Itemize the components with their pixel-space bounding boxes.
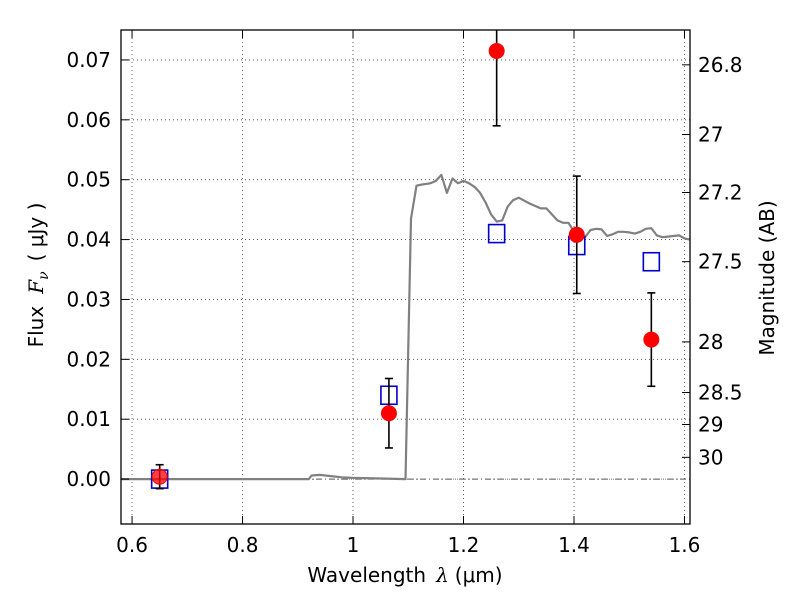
y-tick-label: 0.06 [66, 108, 111, 132]
x-tick-label: 0.8 [227, 533, 259, 557]
x-axis-title: Wavelength λ (μm) [307, 563, 502, 587]
y-axis-title-subscript: ν [36, 271, 52, 280]
observed-point [380, 377, 397, 449]
mag-tick-label: 28 [698, 330, 723, 354]
y-tick-label: 0.02 [66, 347, 111, 371]
mag-tick-label: 27 [698, 123, 723, 147]
x-tick-label: 1 [347, 533, 360, 557]
y-tick-label: 0.07 [66, 48, 111, 72]
y-axis-title-prefix: Flux [24, 306, 48, 348]
observed-point [643, 292, 660, 388]
observed-point [151, 463, 168, 490]
x-tick-label: 0.6 [116, 533, 148, 557]
x-tick-label: 1.4 [558, 533, 590, 557]
model-point-square [487, 223, 506, 244]
x-axis-title-symbol: λ [435, 563, 449, 587]
data-series [121, 30, 691, 490]
y-axis-title-symbol: F [24, 279, 48, 295]
observed-point [488, 30, 505, 127]
y-tick-label: 0.04 [66, 228, 111, 252]
y-tick-label: 0.00 [66, 467, 111, 491]
model-point-square [642, 251, 661, 272]
template-spectrum-line [121, 173, 691, 481]
y-tick-label: 0.03 [66, 287, 111, 311]
observed-point-marker [151, 468, 168, 485]
y-tick-label: 0.01 [66, 407, 111, 431]
mag-tick-label: 28.5 [698, 381, 743, 405]
y2-axis-title: Magnitude (AB) [755, 200, 779, 355]
mag-tick-label: 27.5 [698, 250, 743, 274]
observed-point-marker [643, 331, 660, 348]
observed-point [568, 175, 585, 295]
observed-point-marker [380, 405, 397, 422]
x-axis-title-prefix: Wavelength [307, 563, 426, 587]
y-axis-title: Flux Fν ( μJy ) [24, 203, 52, 348]
mag-tick-label: 29 [698, 412, 723, 436]
mag-tick-label: 26.8 [698, 53, 743, 77]
plot-frame [120, 29, 691, 525]
mag-tick-label: 30 [698, 445, 723, 469]
y-axis-title-unit: ( μJy ) [24, 203, 48, 262]
x-axis-title-unit: (μm) [455, 563, 503, 587]
observed-point-marker [568, 226, 585, 243]
axis-ticks: 0.6 0.8 1 1.2 1.4 1.6 0.00 0.01 0.02 0.03 0.04 0.05… [66, 30, 743, 557]
mag-tick-label: 27.2 [698, 180, 743, 204]
x-tick-label: 1.6 [669, 533, 701, 557]
x-tick-label: 1.2 [448, 533, 480, 557]
observed-point-marker [488, 42, 505, 59]
y-tick-label: 0.05 [66, 168, 111, 192]
